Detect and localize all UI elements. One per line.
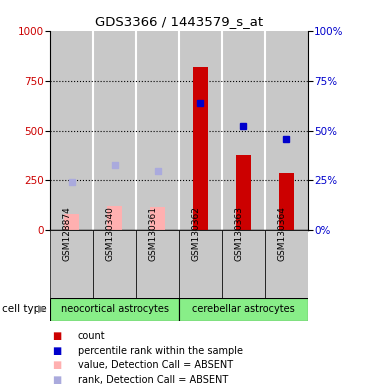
Text: percentile rank within the sample: percentile rank within the sample (78, 346, 243, 356)
Title: GDS3366 / 1443579_s_at: GDS3366 / 1443579_s_at (95, 15, 263, 28)
Bar (93, 31, 136, 230)
Text: GSM130361: GSM130361 (148, 206, 158, 261)
Bar (179, 31, 222, 230)
Bar (222, 31, 265, 230)
Bar (93, 230, 136, 298)
Text: ■: ■ (52, 360, 61, 370)
Bar (265, 31, 308, 230)
Bar (136, 31, 179, 230)
Bar (50, 230, 93, 298)
Bar (107, 207, 122, 230)
Text: rank, Detection Call = ABSENT: rank, Detection Call = ABSENT (78, 375, 228, 384)
Bar (179, 230, 222, 298)
Text: ■: ■ (52, 346, 61, 356)
Text: neocortical astrocytes: neocortical astrocytes (60, 304, 168, 314)
Bar (64, 214, 79, 230)
Text: GSM130364: GSM130364 (278, 206, 286, 261)
Text: GSM128874: GSM128874 (63, 206, 72, 261)
Bar (50, 31, 93, 230)
Text: ■: ■ (52, 375, 61, 384)
Text: cerebellar astrocytes: cerebellar astrocytes (192, 304, 295, 314)
Text: ▶: ▶ (39, 304, 47, 314)
Text: GSM130340: GSM130340 (105, 206, 115, 261)
Text: value, Detection Call = ABSENT: value, Detection Call = ABSENT (78, 360, 233, 370)
Bar (150, 207, 165, 230)
Bar (236, 154, 251, 230)
Bar (265, 230, 308, 298)
Bar (179, 298, 308, 321)
Text: ■: ■ (52, 331, 61, 341)
Bar (193, 67, 208, 230)
Text: GSM130362: GSM130362 (191, 206, 200, 261)
Bar (222, 230, 265, 298)
Bar (50, 298, 179, 321)
Text: GSM130363: GSM130363 (234, 206, 243, 261)
Bar (279, 174, 294, 230)
Text: count: count (78, 331, 105, 341)
Bar (136, 230, 179, 298)
Text: cell type: cell type (2, 304, 46, 314)
